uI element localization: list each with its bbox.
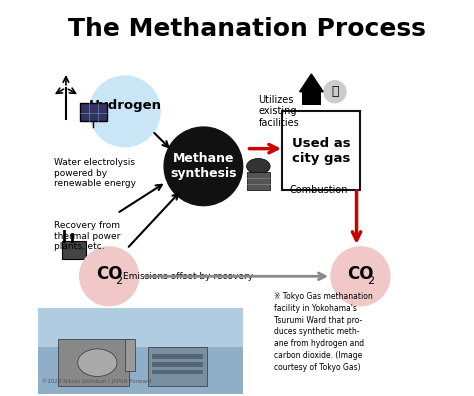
FancyBboxPatch shape [80, 103, 107, 121]
FancyBboxPatch shape [62, 241, 86, 259]
FancyBboxPatch shape [282, 111, 360, 190]
Text: Hydrogen: Hydrogen [88, 99, 161, 112]
Text: Emissions offset by recovery: Emissions offset by recovery [123, 272, 253, 281]
FancyBboxPatch shape [152, 362, 203, 367]
Text: Combustion: Combustion [290, 185, 348, 195]
FancyBboxPatch shape [246, 172, 270, 190]
Text: 🔥: 🔥 [331, 85, 339, 98]
Text: Recovery from
thermal power
plants, etc.: Recovery from thermal power plants, etc. [54, 221, 120, 251]
Text: Used as
city gas: Used as city gas [292, 137, 350, 165]
Circle shape [324, 81, 346, 103]
Text: CO: CO [347, 265, 374, 283]
FancyBboxPatch shape [58, 339, 129, 386]
FancyBboxPatch shape [152, 370, 203, 375]
FancyBboxPatch shape [148, 347, 207, 386]
FancyBboxPatch shape [152, 354, 203, 359]
FancyBboxPatch shape [125, 339, 135, 371]
Circle shape [331, 247, 390, 306]
Text: 2: 2 [367, 276, 374, 286]
FancyBboxPatch shape [38, 308, 243, 347]
FancyBboxPatch shape [301, 92, 321, 105]
Text: 2: 2 [115, 276, 122, 286]
Circle shape [80, 247, 138, 306]
Polygon shape [300, 74, 323, 92]
Circle shape [90, 76, 160, 147]
Text: Water electrolysis
powered by
renewable energy: Water electrolysis powered by renewable … [54, 158, 136, 188]
Text: ※ Tokyo Gas methanation
facility in Yokohama's
Tsurumi Ward that pro-
duces synt: ※ Tokyo Gas methanation facility in Yoko… [274, 292, 373, 372]
Text: ©2022 Nikkei Shimbun / JAPAN Forward: ©2022 Nikkei Shimbun / JAPAN Forward [42, 379, 152, 384]
Ellipse shape [246, 158, 270, 174]
FancyBboxPatch shape [38, 308, 243, 394]
Ellipse shape [78, 349, 117, 377]
Circle shape [164, 127, 243, 206]
Text: Utilizes
existing
facilities: Utilizes existing facilities [258, 95, 299, 128]
Text: Methane
synthesis: Methane synthesis [170, 152, 237, 180]
Text: The Methanation Process: The Methanation Process [68, 17, 426, 41]
Text: CO: CO [96, 265, 122, 283]
